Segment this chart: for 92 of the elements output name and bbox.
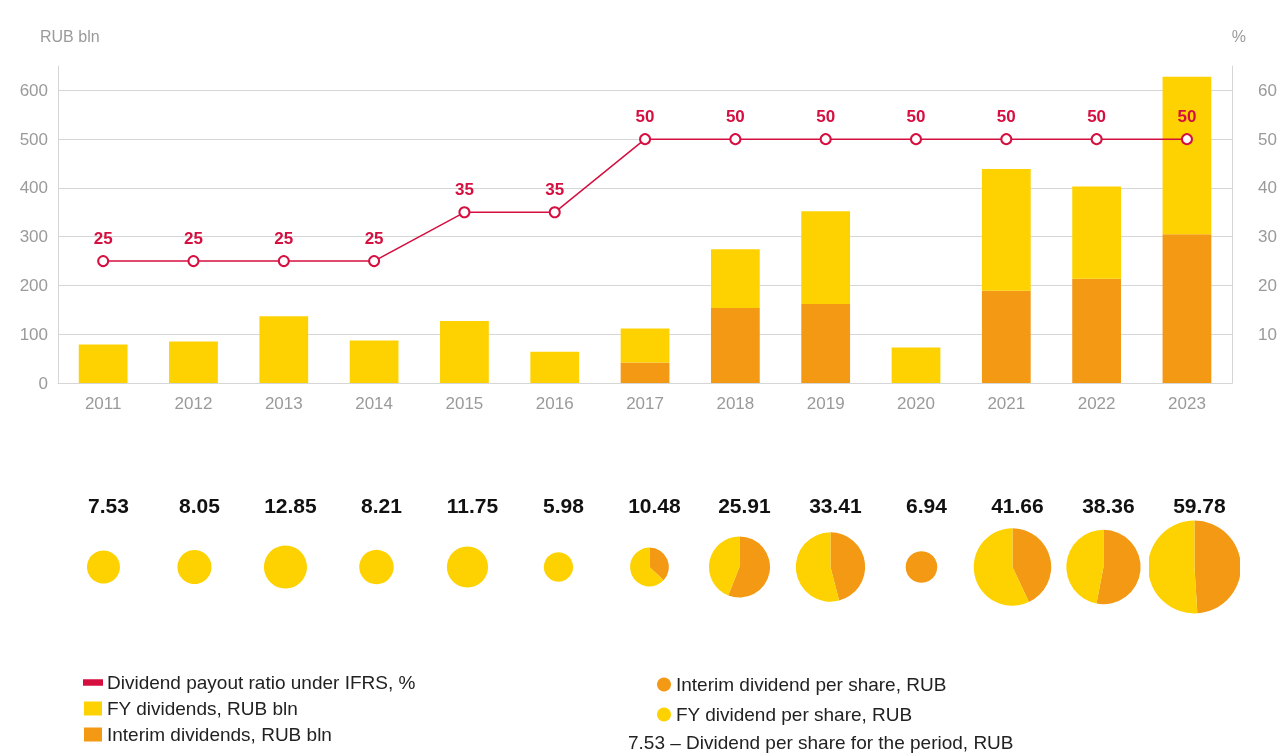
chart-title: 10.48: [627, 494, 681, 517]
chart-title: 38.36: [1082, 494, 1135, 517]
y2-tick-label: 50: [1258, 129, 1278, 149]
y2-tick-label: 40: [1258, 178, 1278, 198]
text: 7.53 – Dividend per share for the period, RUB: [628, 732, 1014, 753]
legend-label: FY dividend per share, RUB: [676, 704, 913, 725]
point: [1090, 133, 1103, 146]
x-tick-label: 2017: [626, 394, 664, 413]
y-tick-label: 100: [19, 324, 48, 344]
bar: [1072, 186, 1121, 279]
point: [97, 255, 110, 268]
bar: [710, 249, 760, 308]
y2-tick-label: 30: [1258, 227, 1278, 247]
bar: [620, 362, 670, 383]
bar: [981, 290, 1031, 383]
chart-title: 25.91: [718, 494, 772, 517]
point: [639, 133, 652, 146]
x-tick-label: 2020: [897, 394, 935, 413]
bar: [981, 168, 1031, 291]
y-tick-label: 200: [19, 275, 48, 295]
x-tick-label: 2014: [355, 394, 394, 413]
data-label: 50: [816, 107, 836, 127]
chart-title: 59.78: [1173, 494, 1227, 517]
legend-label: Interim dividend per share, RUB: [676, 674, 947, 695]
data-label: 35: [454, 180, 474, 200]
data-label: 50: [1177, 107, 1197, 127]
chart-title: 8.05: [178, 494, 221, 517]
bar: [801, 211, 851, 304]
point: [1000, 133, 1013, 146]
x-tick-label: 2012: [174, 394, 213, 413]
data-label: 25: [93, 229, 113, 249]
x-tick-label: 2011: [84, 394, 122, 413]
y2-tick-label: 10: [1258, 324, 1278, 344]
bar: [891, 347, 941, 383]
bar: [1162, 76, 1212, 235]
y-tick-label: 300: [19, 227, 48, 247]
bar: [169, 341, 218, 383]
y2-axis-title: %: [1231, 27, 1247, 45]
y-axis-title: RUB bln: [40, 27, 100, 45]
point: [187, 255, 200, 268]
point: [368, 255, 381, 268]
bar: [440, 321, 489, 383]
data-label: 50: [1087, 107, 1107, 127]
chart-title: 5.98: [542, 494, 584, 517]
point: [910, 133, 922, 146]
point: [729, 133, 742, 146]
x-tick-label: 2023: [1168, 394, 1206, 413]
chart-title: 8.21: [360, 494, 402, 517]
x-tick-label: 2018: [716, 394, 755, 413]
chart-title: 11.75: [446, 494, 499, 517]
chart-title: 6.94: [906, 494, 948, 517]
data-label: 35: [545, 180, 565, 200]
point: [819, 133, 832, 146]
bar: [530, 351, 580, 383]
x-tick-label: 2015: [445, 394, 484, 413]
data-label: 50: [725, 107, 745, 127]
x-tick-label: 2021: [987, 394, 1026, 413]
legend-label: Dividend payout ratio under IFRS, %: [107, 672, 416, 693]
bar: [1072, 278, 1121, 383]
point: [277, 255, 290, 268]
chart-title: 41.66: [991, 494, 1044, 517]
data-label: 50: [996, 107, 1016, 127]
x-tick-label: 2013: [264, 394, 303, 413]
y-tick-label: 500: [19, 129, 48, 149]
x-tick-label: 2016: [535, 394, 574, 413]
x-tick-label: 2019: [806, 394, 845, 413]
y-tick-label: 400: [19, 178, 48, 198]
y2-tick-label: 60: [1258, 80, 1278, 100]
data-label: 50: [906, 107, 926, 127]
bar: [801, 303, 851, 383]
y2-tick-label: 20: [1258, 275, 1278, 295]
chart-title: 7.53: [88, 494, 129, 517]
bar: [1162, 234, 1212, 383]
y-tick-label: 0: [38, 373, 48, 393]
data-label: 25: [184, 229, 203, 249]
bar: [349, 340, 399, 383]
chart-title: 12.85: [264, 494, 317, 517]
x-tick-label: 2022: [1077, 394, 1116, 413]
data-label: 25: [364, 229, 384, 249]
legend-label: Interim dividends, RUB bln: [107, 724, 332, 745]
point: [548, 206, 561, 219]
y-tick-label: 600: [19, 80, 48, 100]
bar: [78, 344, 128, 383]
point: [1180, 133, 1193, 146]
chart-title: 33.41: [809, 494, 863, 517]
bar: [259, 316, 309, 383]
bar: [620, 328, 670, 363]
point: [458, 206, 471, 219]
legend-label: FY dividends, RUB bln: [107, 698, 298, 719]
bar: [710, 307, 760, 383]
data-label: 50: [635, 107, 655, 127]
data-label: 25: [274, 229, 294, 249]
